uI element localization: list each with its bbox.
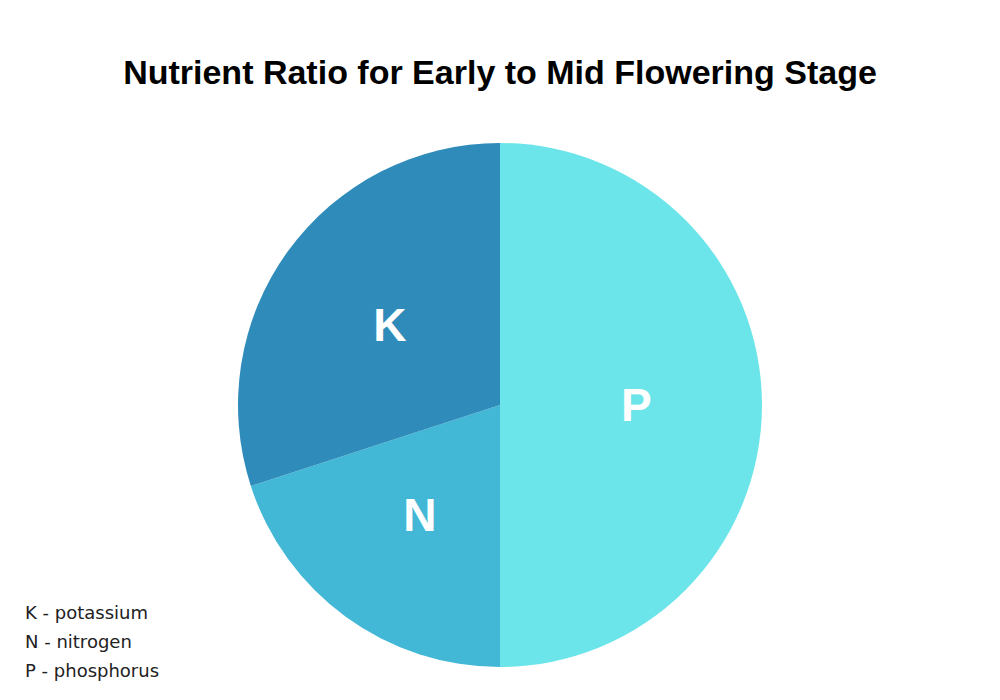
slice [238,143,500,486]
pie [238,143,762,667]
slice [500,143,762,667]
annotation: K - potassium [25,602,148,623]
annotation: N - nitrogen [25,631,132,652]
slice-label: N [403,489,436,541]
title: Nutrient Ratio for Early to Mid Flowerin… [123,53,877,91]
background [0,0,1000,700]
slice-label: K [373,299,406,351]
chart: Nutrient Ratio for Early to Mid Flowerin… [0,0,1000,700]
slice-label: P [621,379,652,431]
annotation: P - phosphorus [25,660,159,681]
